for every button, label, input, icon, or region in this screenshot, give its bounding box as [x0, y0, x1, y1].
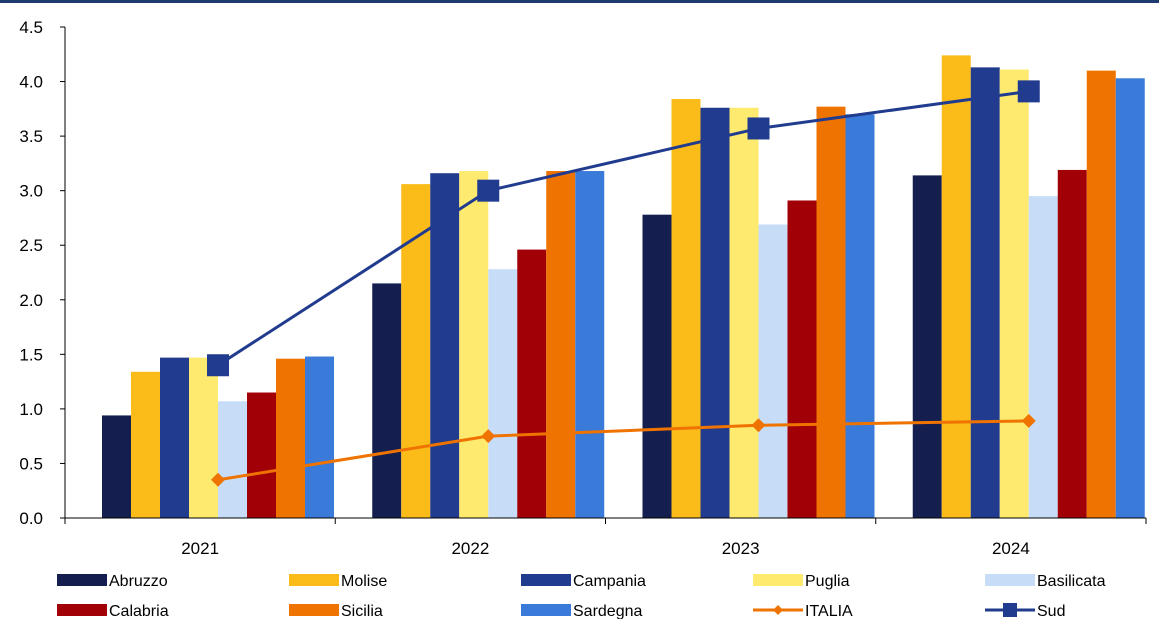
bar-campania-2024 — [970, 67, 1000, 519]
top-rule — [0, 0, 1159, 3]
bar-basilicata-2022 — [488, 269, 518, 518]
x-tick-label: 2021 — [181, 539, 219, 558]
bar-puglia-2024 — [999, 69, 1029, 518]
bar-abruzzo-2023 — [642, 214, 672, 518]
legend-item-italia: ITALIA — [753, 603, 853, 619]
point-sud-2024 — [1017, 80, 1040, 103]
x-tick-label: 2024 — [992, 539, 1030, 558]
legend-label: Basilicata — [1037, 573, 1106, 590]
legend-swatch — [985, 574, 1035, 586]
y-tick-label: 3.5 — [19, 127, 43, 146]
legend-item-sicilia: Sicilia — [289, 603, 383, 619]
y-tick-label: 3.0 — [19, 182, 43, 201]
y-tick-label: 4.5 — [19, 18, 43, 37]
bar-puglia-2021 — [189, 357, 218, 518]
bar-basilicata-2023 — [758, 224, 788, 519]
point-italia-2022 — [481, 429, 496, 444]
legend-label: Sud — [1037, 603, 1065, 619]
legend-label: Abruzzo — [109, 573, 168, 590]
bar-sicilia-2021 — [276, 358, 305, 518]
legend-label: Sicilia — [341, 603, 383, 619]
bar-molise-2021 — [131, 371, 160, 518]
bar-puglia-2023 — [729, 107, 759, 519]
bar-calabria-2024 — [1057, 169, 1087, 519]
bar-sardegna-2022 — [575, 171, 605, 518]
lines-layer — [207, 80, 1040, 487]
bar-calabria-2021 — [247, 392, 276, 518]
legend-label: ITALIA — [805, 603, 853, 619]
bar-basilicata-2021 — [218, 401, 247, 518]
y-tick-label: 0.5 — [19, 454, 43, 473]
legend-swatch — [57, 574, 107, 586]
bar-sardegna-2021 — [305, 356, 334, 518]
point-italia-2023 — [751, 418, 766, 433]
legend-item-calabria: Calabria — [57, 603, 169, 619]
bar-puglia-2022 — [459, 171, 489, 518]
bar-sardegna-2024 — [1115, 78, 1145, 518]
bar-sardegna-2023 — [845, 114, 875, 519]
legend-marker — [1003, 603, 1017, 617]
y-tick-label: 2.0 — [19, 291, 43, 310]
legend-item-basilicata: Basilicata — [985, 573, 1106, 590]
legend-label: Molise — [341, 573, 387, 590]
legend-label: Puglia — [805, 573, 850, 590]
bar-basilicata-2024 — [1028, 196, 1058, 518]
legend-label: Campania — [573, 573, 646, 590]
legend-item-campania: Campania — [521, 573, 646, 590]
line-italia — [217, 419, 1029, 482]
legend-swatch — [521, 604, 571, 616]
legend-item-abruzzo: Abruzzo — [57, 573, 168, 590]
y-tick-label: 2.5 — [19, 236, 43, 255]
point-sud-2023 — [747, 117, 770, 140]
bar-abruzzo-2024 — [912, 175, 942, 518]
axes-layer: 0.0 0.5 1.0 1.5 2.0 2.5 3.0 3.5 4.0 4.5 2021 2022 20… — [19, 18, 1147, 558]
line-sud — [217, 89, 1029, 367]
legend-item-molise: Molise — [289, 573, 387, 590]
legend-label: Sardegna — [573, 603, 642, 619]
bar-sicilia-2022 — [546, 171, 576, 518]
point-italia-2021 — [211, 472, 225, 487]
legend-swatch — [289, 574, 339, 586]
bar-molise-2023 — [671, 99, 701, 518]
legend-swatch — [521, 574, 571, 586]
legend-marker — [773, 605, 783, 615]
legend-item-puglia: Puglia — [753, 573, 850, 590]
bar-molise-2022 — [401, 184, 431, 518]
bar-sicilia-2023 — [816, 106, 846, 518]
point-italia-2024 — [1021, 413, 1036, 428]
legend-item-sud: Sud — [985, 603, 1065, 619]
bar-molise-2024 — [941, 55, 971, 518]
y-tick-label: 1.0 — [19, 400, 43, 419]
x-tick-label: 2023 — [722, 539, 760, 558]
bar-campania-2023 — [700, 107, 730, 519]
bar-sicilia-2024 — [1086, 70, 1116, 519]
bar-calabria-2022 — [517, 249, 547, 518]
bar-campania-2022 — [430, 173, 460, 518]
y-tick-label: 4.0 — [19, 73, 43, 92]
legend-swatch — [57, 604, 107, 616]
y-tick-label: 0.0 — [19, 509, 43, 528]
bars-layer — [102, 55, 1145, 519]
legend-swatch — [753, 574, 803, 586]
legend-label: Calabria — [109, 603, 169, 619]
bar-campania-2021 — [160, 357, 189, 518]
bar-calabria-2023 — [787, 200, 817, 518]
point-sud-2022 — [477, 179, 500, 202]
y-tick-label: 1.5 — [19, 345, 43, 364]
bar-abruzzo-2022 — [372, 283, 402, 518]
chart-legend: Abruzzo Molise Campania Puglia Basilicata Cal… — [57, 573, 1106, 619]
legend-item-sardegna: Sardegna — [521, 603, 642, 619]
x-tick-label: 2022 — [451, 539, 489, 558]
point-sud-2021 — [207, 354, 229, 377]
bar-abruzzo-2021 — [102, 415, 131, 518]
legend-swatch — [289, 604, 339, 616]
